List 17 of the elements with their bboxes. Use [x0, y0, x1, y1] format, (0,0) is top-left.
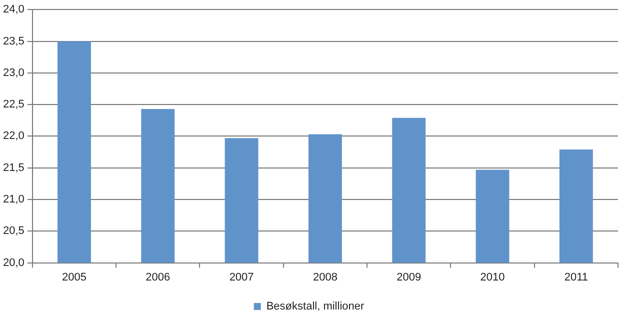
y-tick-label: 20,5 — [2, 225, 24, 238]
x-tick-label: 2007 — [229, 271, 254, 284]
x-tick-label: 2010 — [480, 271, 505, 284]
y-tick-label: 22,5 — [2, 98, 24, 111]
y-tick-label: 22,0 — [2, 130, 24, 142]
x-tick-label: 2005 — [62, 271, 86, 284]
y-tick-label: 21,0 — [2, 194, 24, 206]
y-tick-label: 23,5 — [2, 35, 24, 48]
legend-label: Besøkstall, millioner — [266, 300, 364, 313]
y-tick-label: 24,0 — [2, 4, 24, 16]
x-tick-label: 2008 — [312, 271, 338, 284]
y-tick-label: 21,5 — [2, 162, 24, 174]
x-tick-label: 2009 — [396, 271, 422, 284]
y-tick-label: 20,0 — [2, 256, 24, 269]
x-tick-label: 2011 — [564, 271, 588, 284]
x-tick-label: 2006 — [146, 271, 170, 284]
y-tick-label: 23,0 — [2, 66, 24, 79]
